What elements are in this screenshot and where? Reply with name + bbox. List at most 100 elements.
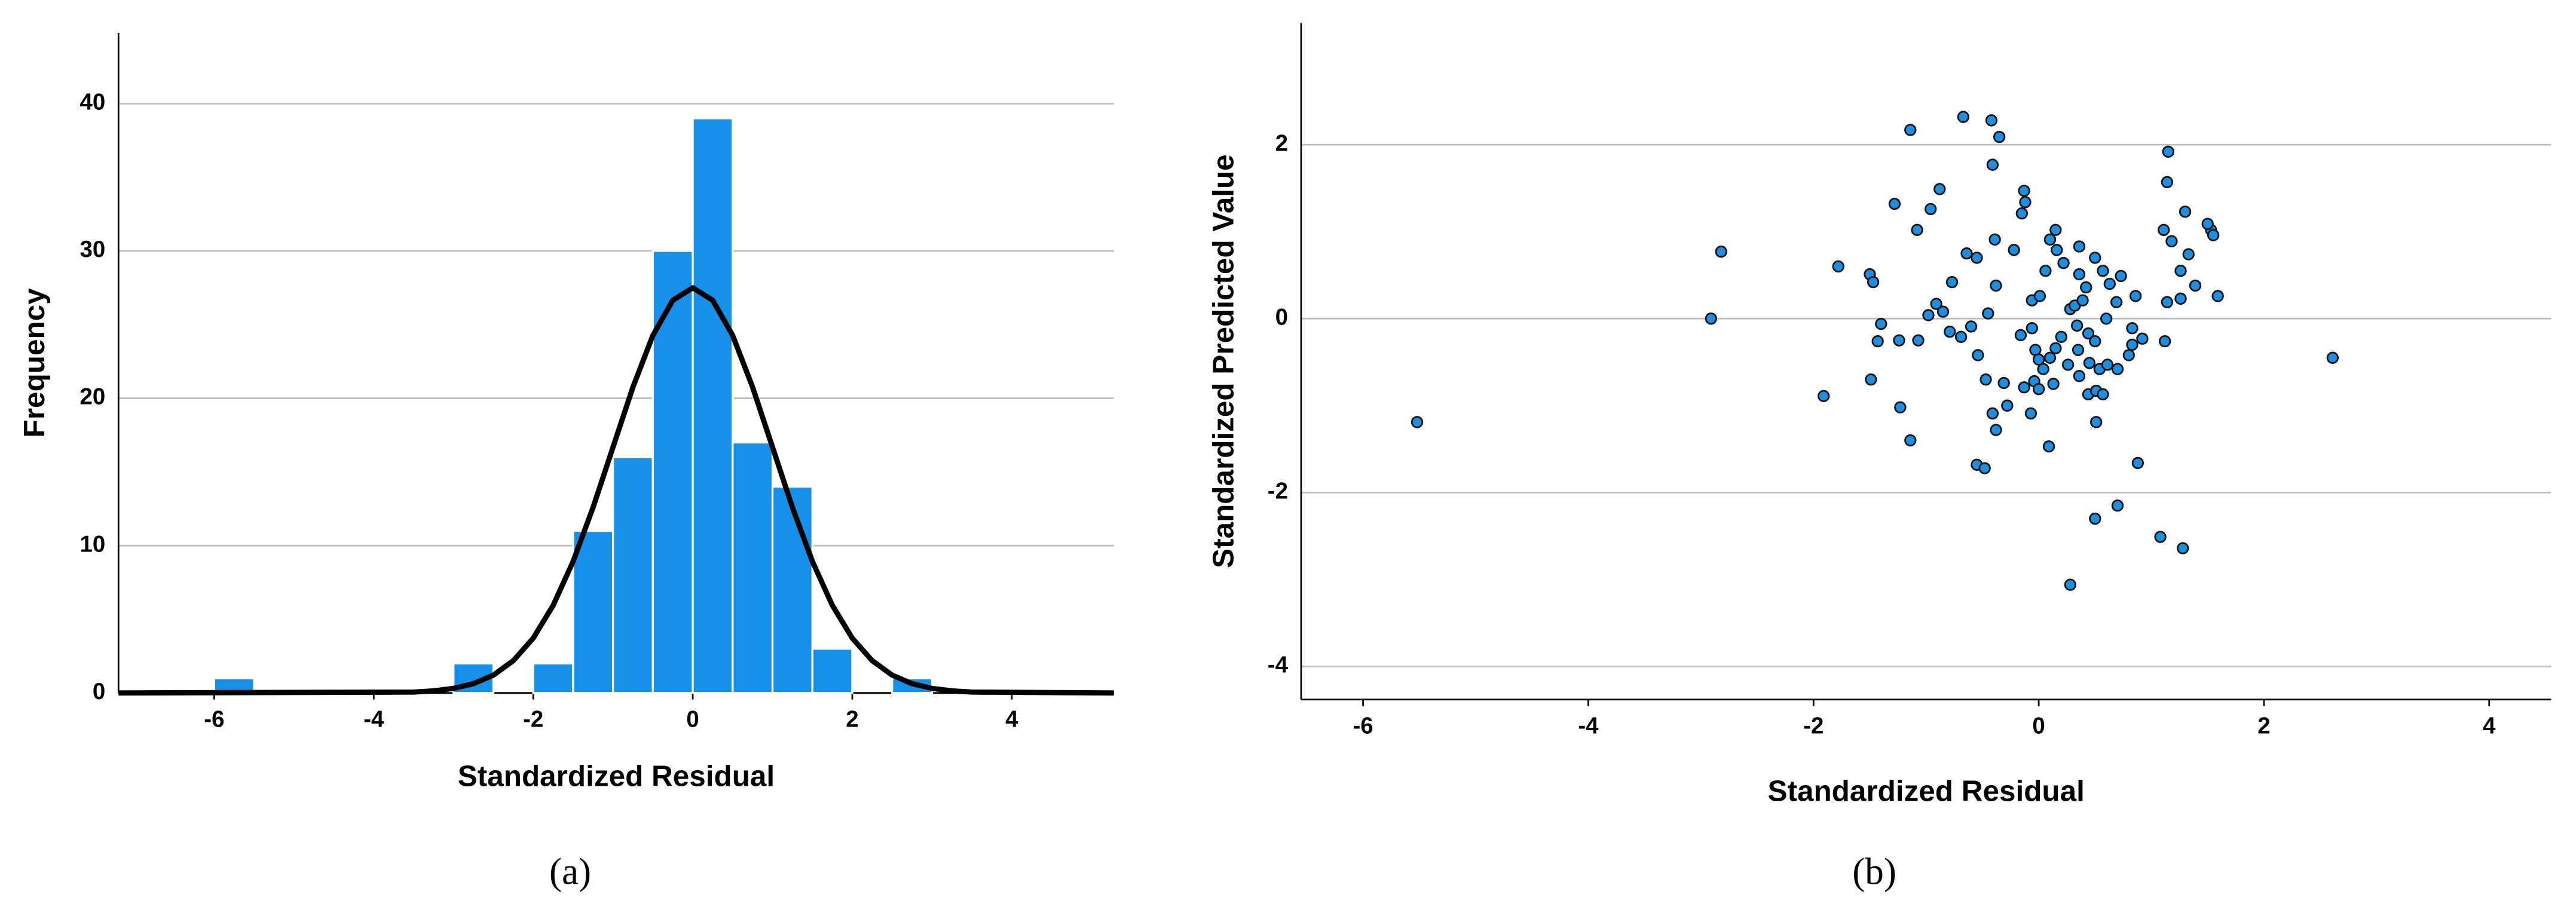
x-tick-label: 2 [2257,713,2270,739]
point [1986,407,1999,420]
point [2047,378,2060,390]
point [2129,290,2142,302]
point [2089,512,2101,525]
point [1894,401,1907,413]
point [2103,277,2116,290]
point [2101,359,2114,371]
x-tick-label: -2 [523,707,543,733]
point [1957,111,1970,123]
point [2126,338,2138,351]
point [2089,252,2101,264]
y-tick-label: 0 [93,679,105,704]
point [2043,351,2057,364]
y-tick-label: 30 [79,237,105,262]
point [1980,373,1992,386]
y-axis-title: Frequency [18,288,51,438]
bar [651,250,694,694]
point [2073,268,2086,281]
point [2064,578,2077,591]
point [1978,462,1991,474]
bar [771,485,813,694]
point [2051,244,2063,256]
point [2037,363,2049,375]
x-axis-title: Standardized Residual [458,760,775,793]
point [2177,542,2189,554]
point [2089,335,2101,348]
bar [811,648,853,694]
point [2033,290,2046,302]
point [2008,244,2020,256]
point [2039,265,2052,277]
x-tick-label: 2 [846,707,858,733]
caption: (b) [1852,850,1896,892]
point [2042,440,2055,453]
point [2032,353,2045,366]
point [2014,329,2027,342]
point [1985,114,1998,127]
point [2162,145,2174,158]
point [2201,217,2214,230]
point [2061,359,2075,371]
point [2326,351,2339,364]
point [2179,206,2192,218]
bar [572,529,614,694]
point [2165,235,2178,247]
point [1997,376,2010,390]
point [2072,344,2085,356]
point [2174,292,2187,305]
point [1936,305,1950,318]
point [2161,296,2174,308]
point [2049,223,2062,237]
point [1986,158,1999,171]
y-tick-label: -4 [1268,652,1289,678]
point [1993,130,2006,143]
caption: (a) [549,850,591,892]
point [2158,335,2171,348]
point [2018,185,2030,197]
point [2111,500,2124,512]
y-tick-label: 20 [79,384,105,410]
point [1893,334,1905,347]
point [2115,269,2127,283]
point [2083,357,2096,369]
point [2126,322,2138,335]
point [2097,265,2109,277]
point [1875,317,1887,330]
y-tick-label: 10 [79,531,105,557]
point [1945,275,1959,289]
point [1922,309,1935,321]
point [2082,327,2095,340]
point [2024,407,2037,420]
point [2080,281,2092,294]
point [2090,416,2103,428]
point [2122,349,2135,361]
point [2026,322,2038,335]
point [2161,176,2174,188]
point [2158,223,2170,237]
point [2070,319,2084,332]
x-tick-label: 4 [1005,707,1018,733]
point [2207,229,2220,241]
point [2154,531,2167,543]
point [1818,390,1830,402]
point [1715,246,1727,258]
point [2097,388,2109,401]
point [1933,183,1946,195]
point [1904,434,1917,447]
point [2019,196,2032,209]
point [1944,325,1956,338]
point [1411,416,1424,428]
x-tick-label: 0 [686,707,699,733]
point [2211,290,2224,302]
point [2073,240,2086,253]
point [1990,279,2002,292]
point [2189,279,2202,292]
point [2111,363,2124,375]
point [1925,203,1937,216]
point [1911,223,1923,237]
x-tick-label: -2 [1803,713,1824,739]
point [2015,207,2028,220]
point [2182,248,2195,261]
